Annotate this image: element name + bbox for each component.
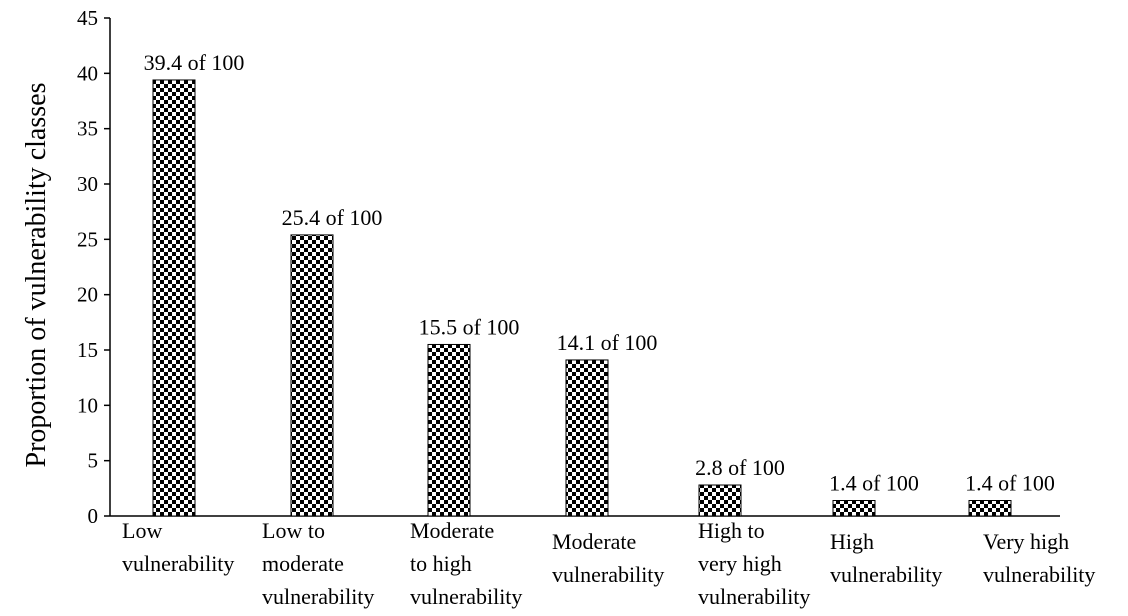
y-tick-label: 0 — [88, 504, 99, 528]
y-tick-label: 20 — [77, 283, 98, 307]
y-axis-ticks: 0 5 10 15 20 25 30 35 40 45 — [77, 6, 110, 528]
x-category-label: vulnerability — [410, 584, 522, 609]
x-category-label: vulnerability — [698, 584, 810, 609]
x-category-label: Moderate — [552, 529, 636, 554]
bars-group — [152, 79, 1012, 517]
y-tick-label: 45 — [77, 6, 98, 30]
x-category-label: vulnerability — [830, 562, 942, 587]
x-category-label: vulnerability — [122, 551, 234, 576]
x-category-label: very high — [698, 551, 782, 576]
x-category-label: vulnerability — [552, 562, 664, 587]
bar — [152, 79, 196, 517]
x-category-label: Very high — [983, 529, 1069, 554]
x-category-label: vulnerability — [983, 562, 1095, 587]
y-tick-label: 30 — [77, 172, 98, 196]
x-category-label: to high — [410, 551, 472, 576]
bar-data-label: 15.5 of 100 — [419, 314, 520, 339]
x-category-label: Low to — [262, 518, 325, 543]
x-category-label: High — [830, 529, 874, 554]
bar-data-label: 25.4 of 100 — [282, 205, 383, 230]
bar — [968, 500, 1012, 517]
bar-data-label: 2.8 of 100 — [695, 455, 785, 480]
data-labels-group: 39.4 of 100 25.4 of 100 15.5 of 100 14.1 of… — [144, 50, 1055, 496]
bar — [290, 234, 334, 517]
x-category-label: moderate — [262, 551, 344, 576]
bar — [427, 343, 471, 517]
y-tick-label: 10 — [77, 393, 98, 417]
bar-data-label: 39.4 of 100 — [144, 50, 245, 75]
y-tick-label: 25 — [77, 227, 98, 251]
x-category-label: Low — [122, 518, 162, 543]
bar — [832, 500, 876, 517]
y-tick-label: 40 — [77, 61, 98, 85]
bar-data-label: 14.1 of 100 — [557, 330, 658, 355]
x-category-label: High to — [698, 518, 765, 543]
y-tick-label: 15 — [77, 338, 98, 362]
x-category-label: vulnerability — [262, 584, 374, 609]
x-category-label: Moderate — [410, 518, 494, 543]
bar-data-label: 1.4 of 100 — [829, 471, 919, 496]
y-tick-label: 35 — [77, 117, 98, 141]
bar — [565, 359, 609, 517]
bar — [698, 484, 742, 517]
y-axis-title: Proportion of vulnerability classes — [21, 83, 52, 468]
category-labels-group: Low vulnerability Low to moderate vulnerabil… — [122, 518, 1095, 609]
y-tick-label: 5 — [88, 449, 99, 473]
bar-data-label: 1.4 of 100 — [965, 471, 1055, 496]
